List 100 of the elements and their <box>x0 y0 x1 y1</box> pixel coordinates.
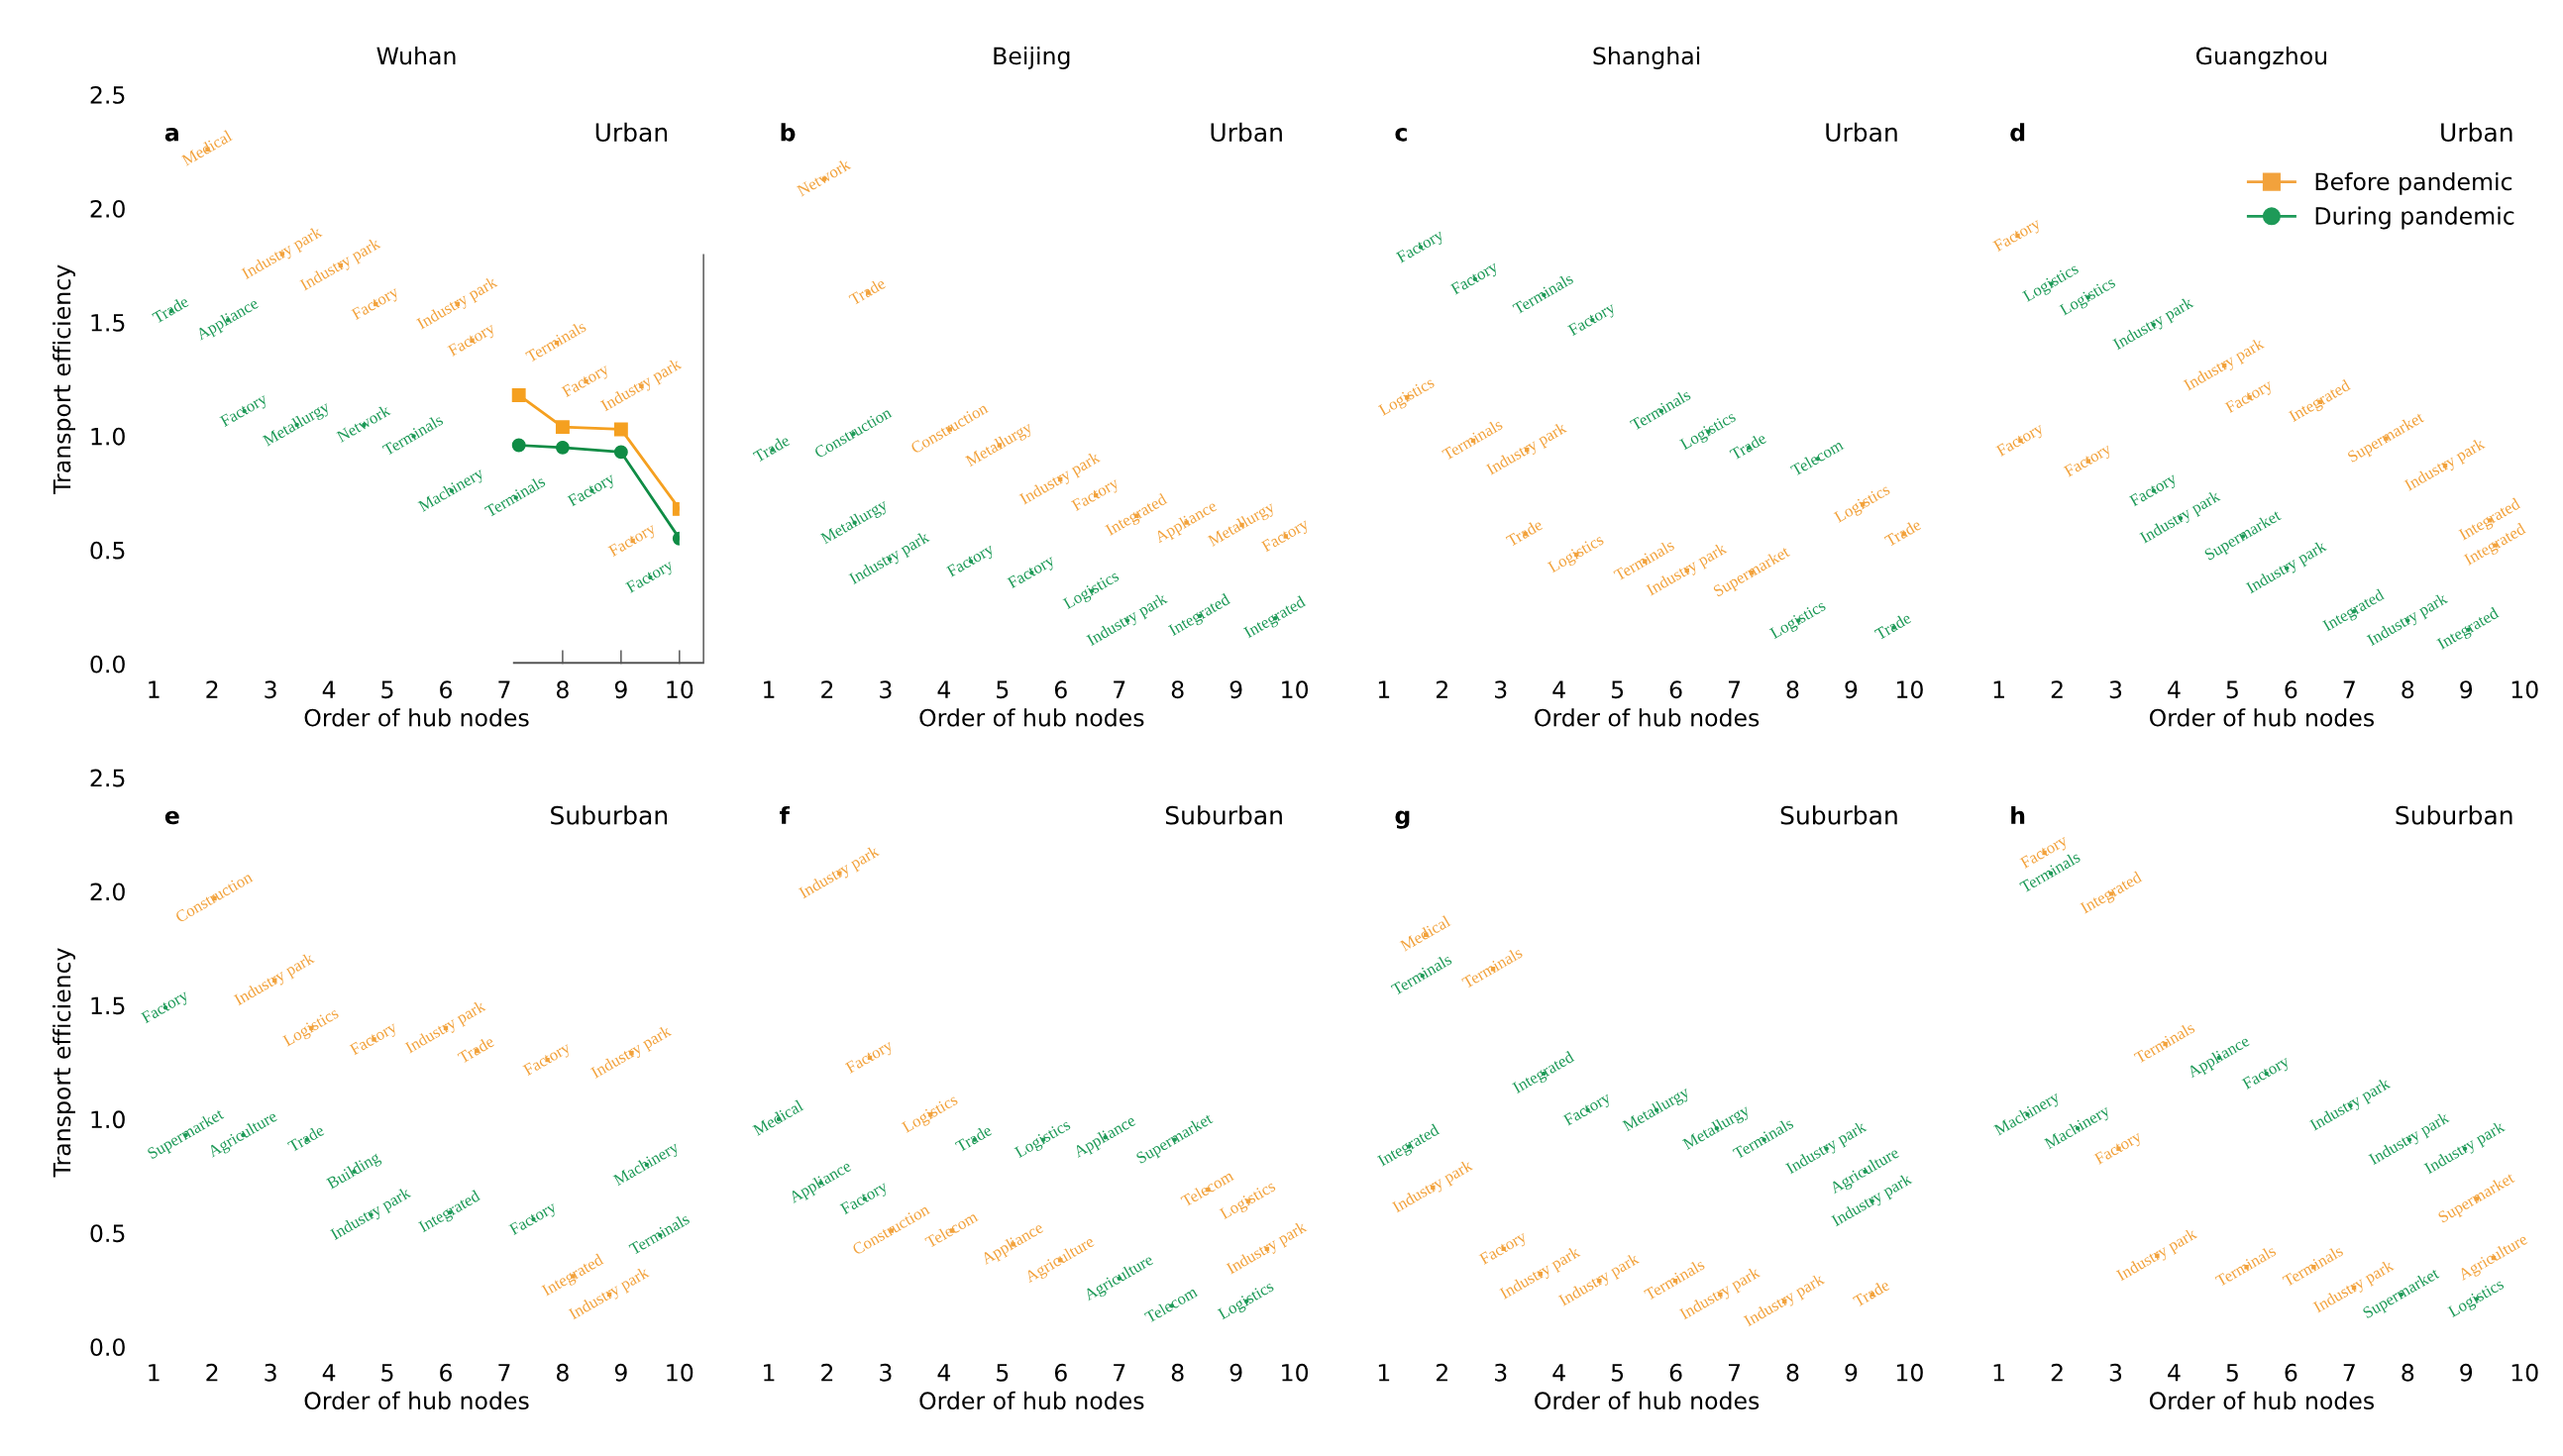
y-tick-label: 2.5 <box>90 769 125 787</box>
point <box>555 420 570 435</box>
legend-label: During pandemic <box>2315 206 2514 230</box>
x-tick-label: 2 <box>821 680 833 698</box>
x-tick-label: 1 <box>764 680 775 698</box>
x-tick-label: 1 <box>1993 1364 2004 1382</box>
point <box>511 388 526 402</box>
x-tick-label: 9 <box>1229 1363 1242 1382</box>
chart-title: Shanghai <box>1593 47 1700 69</box>
x-tick-label: 7 <box>2343 1364 2355 1382</box>
x-tick-label: 2 <box>206 680 218 698</box>
x-tick-label: 6 <box>440 1363 453 1382</box>
legend-label: Before pandemic <box>2315 171 2512 195</box>
x-tick-label: 4 <box>937 1364 951 1382</box>
x-tick-label: 6 <box>1669 680 1682 699</box>
x-tick-label: 9 <box>614 680 627 699</box>
chart-title: Wuhan <box>376 47 456 65</box>
x-tick-label: 7 <box>1114 680 1125 698</box>
x-axis-title: Order of hub nodes <box>304 708 529 727</box>
x-tick-label: 2 <box>2051 680 2063 698</box>
x-tick-label: 3 <box>1495 1363 1507 1382</box>
chart-title: Beijing <box>994 47 1070 69</box>
x-tick-label: 5 <box>381 1364 393 1382</box>
x-tick-label: 9 <box>2460 680 2473 699</box>
x-tick-label: 4 <box>322 680 336 698</box>
x-tick-label: 1 <box>764 1364 775 1382</box>
x-tick-label: 10 <box>1282 680 1309 699</box>
x-tick-label: 7 <box>498 680 510 698</box>
x-tick-label: 8 <box>556 680 569 699</box>
x-tick-label: 10 <box>667 680 694 699</box>
x-tick-label: 6 <box>1054 680 1067 699</box>
y-tick-label: 2.0 <box>90 199 125 218</box>
x-tick-label: 5 <box>2226 1364 2238 1382</box>
annotation: g <box>1395 810 1410 829</box>
data-label: Trade <box>1883 518 1922 548</box>
x-tick-label: 6 <box>2285 1363 2297 1382</box>
x-tick-label: 3 <box>2109 1363 2122 1382</box>
x-tick-label: 4 <box>937 680 951 698</box>
x-axis-title: Order of hub nodes <box>304 1391 529 1410</box>
x-tick-label: 8 <box>1786 1363 1799 1382</box>
x-tick-label: 4 <box>1552 1364 1565 1382</box>
x-tick-label: 1 <box>1378 680 1390 698</box>
annotation: Suburban <box>2396 805 2512 825</box>
x-tick-label: 5 <box>1611 1364 1624 1382</box>
x-tick-label: 10 <box>1896 680 1923 699</box>
x-tick-label: 2 <box>1436 680 1447 698</box>
x-tick-label: 1 <box>149 680 160 698</box>
data-label: Trade <box>457 1035 495 1064</box>
x-tick-label: 6 <box>1669 1363 1682 1382</box>
point <box>511 438 526 453</box>
x-axis-title: Order of hub nodes <box>1535 1391 1760 1410</box>
point <box>613 422 628 437</box>
y-tick-label: 0.5 <box>90 1224 125 1243</box>
x-tick-label: 5 <box>997 680 1009 699</box>
x-tick-label: 4 <box>2168 1364 2181 1382</box>
data-label: Trade <box>286 1123 325 1153</box>
x-tick-label: 10 <box>2511 1363 2538 1382</box>
x-tick-label: 8 <box>1171 1363 1184 1382</box>
annotation: Suburban <box>1165 805 1282 825</box>
annotation: a <box>164 128 178 142</box>
x-tick-label: 3 <box>880 1363 892 1382</box>
x-tick-label: 6 <box>1054 1363 1067 1382</box>
x-tick-label: 8 <box>1786 680 1799 699</box>
y-tick-label: 0.0 <box>90 655 125 674</box>
x-tick-label: 4 <box>2168 680 2181 698</box>
annotation: Urban <box>1211 122 1282 143</box>
annotation: Urban <box>595 122 668 143</box>
x-axis-title: Order of hub nodes <box>2149 708 2374 727</box>
y-tick-label: 2.0 <box>90 883 125 901</box>
y-axis-title: Transport efficiency <box>53 948 75 1178</box>
x-tick-label: 7 <box>1728 680 1741 698</box>
point <box>555 440 570 455</box>
x-tick-label: 9 <box>614 1363 627 1382</box>
annotation: Suburban <box>1780 805 1897 825</box>
data-label: Trade <box>848 276 887 306</box>
x-tick-label: 9 <box>1845 1363 1858 1382</box>
x-tick-label: 8 <box>2402 1363 2414 1382</box>
x-tick-label: 9 <box>1845 680 1858 699</box>
x-tick-label: 7 <box>2343 680 2355 698</box>
x-tick-label: 1 <box>1993 680 2004 698</box>
data-label: Trade <box>1852 1279 1890 1307</box>
x-tick-label: 10 <box>667 1363 694 1382</box>
x-tick-label: 1 <box>149 1364 160 1382</box>
annotation: c <box>1395 128 1407 142</box>
annotation: Urban <box>2441 122 2512 143</box>
x-tick-label: 4 <box>1552 680 1565 698</box>
y-tick-label: 1.5 <box>91 996 125 1015</box>
y-tick-label: 1.5 <box>91 314 125 332</box>
annotation: Urban <box>1826 122 1897 143</box>
x-tick-label: 6 <box>440 680 453 699</box>
x-tick-label: 5 <box>381 680 393 699</box>
x-tick-label: 3 <box>265 1363 276 1382</box>
x-tick-label: 10 <box>1896 1363 1923 1382</box>
y-axis-title: Transport efficiency <box>53 264 75 494</box>
annotation: Suburban <box>551 805 668 825</box>
data-label: Trade <box>1505 518 1544 548</box>
x-tick-label: 4 <box>322 1364 336 1382</box>
y-tick-label: 1.0 <box>91 427 125 446</box>
annotation: b <box>781 123 796 142</box>
x-tick-label: 7 <box>1114 1364 1125 1382</box>
